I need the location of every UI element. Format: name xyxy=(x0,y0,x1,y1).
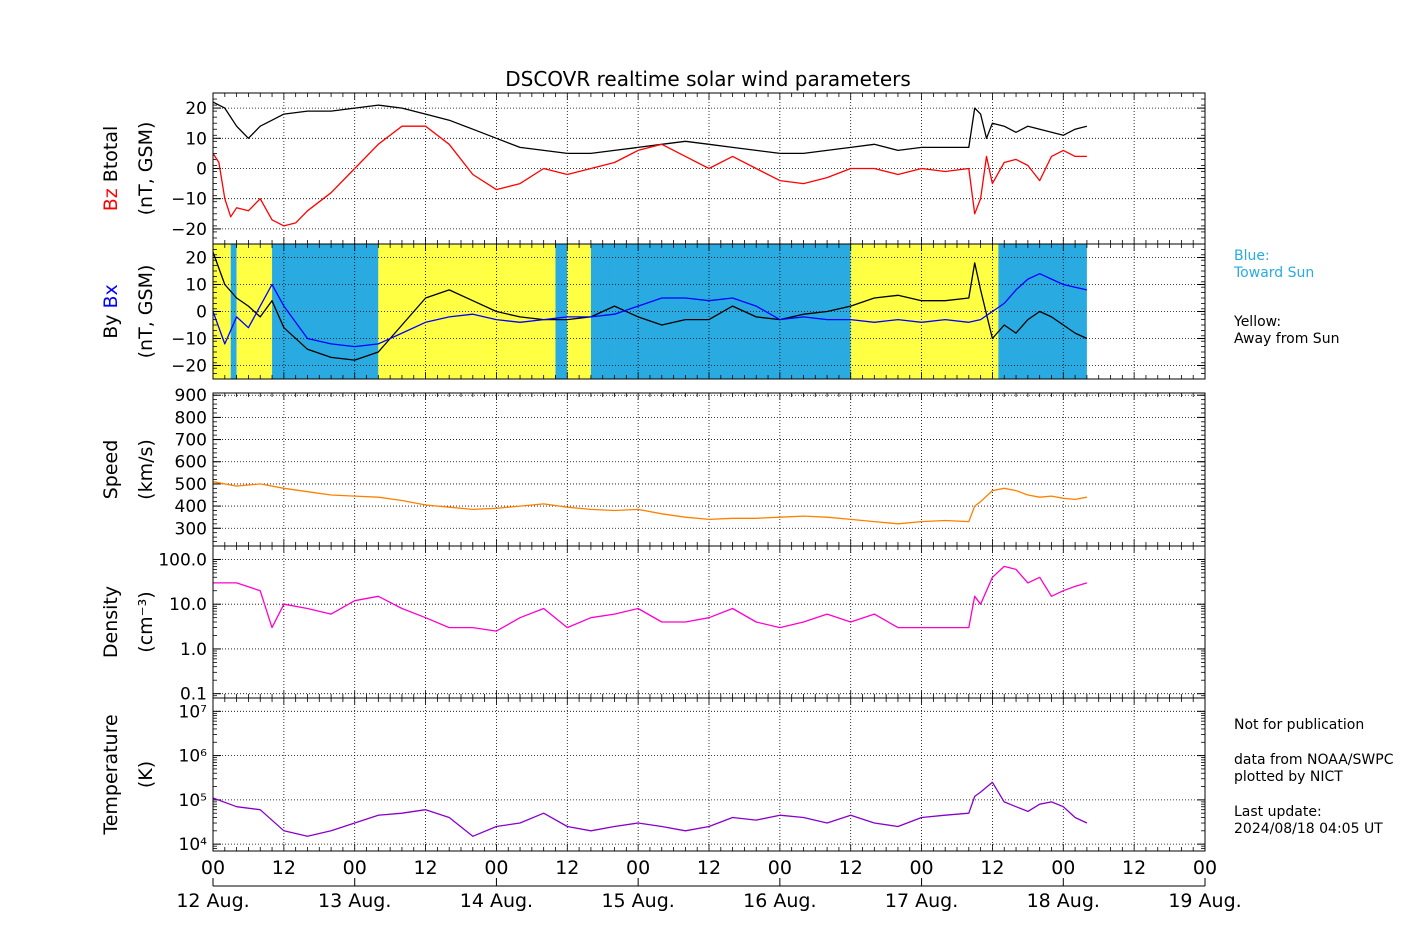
note-data-from: data from NOAA/SWPC xyxy=(1234,752,1394,768)
note-blue-label: Blue: xyxy=(1234,248,1270,264)
panels: −20 −10 0 10 20 Bz Btotal (nT, GSM) −20 −10 0 10 20… xyxy=(100,92,1206,855)
y-tick-label: 300 xyxy=(175,519,207,539)
y-axis-unit: (cm⁻³) xyxy=(135,591,157,652)
y-axis-unit: (km/s) xyxy=(135,439,157,500)
note-not-for-publication: Not for publication xyxy=(1234,717,1365,733)
y-axis-label-part: Btotal xyxy=(100,126,122,189)
x-hour-label: 00 xyxy=(484,857,508,879)
y-axis-label: Density xyxy=(100,586,122,658)
y-axis-unit: (K) xyxy=(135,761,157,788)
x-hour-label: 12 xyxy=(272,857,296,879)
y-tick-label: −10 xyxy=(171,330,207,350)
series-speed xyxy=(212,481,1088,525)
x-date-label: 16 Aug. xyxy=(743,890,816,912)
y-tick-label: −20 xyxy=(171,357,207,377)
x-hour-label: 00 xyxy=(1051,857,1075,879)
y-axis-label-part: Density xyxy=(100,586,122,658)
x-date-label: 12 Aug. xyxy=(176,890,249,912)
y-axis-label-part: Temperature xyxy=(100,714,122,835)
y-axis-label: By Bx xyxy=(100,284,122,339)
y-tick-label: 10⁴ xyxy=(179,835,208,855)
x-date-label: 15 Aug. xyxy=(601,890,674,912)
x-date-label: 19 Aug. xyxy=(1168,890,1241,912)
x-date-label: 14 Aug. xyxy=(460,890,533,912)
panel-temperature: 10⁴ 10⁵ 10⁶ 10⁷ Temperature (K) xyxy=(100,697,1206,855)
series-bz xyxy=(212,125,1087,227)
y-tick-label: 0 xyxy=(196,303,207,323)
y-tick-label: 900 xyxy=(175,386,207,406)
x-date-label: 18 Aug. xyxy=(1027,890,1100,912)
y-axis-label: Temperature xyxy=(100,714,122,835)
y-tick-label: 10 xyxy=(185,276,207,296)
y-axis-unit: (nT, GSM) xyxy=(135,122,157,216)
y-tick-label: 0 xyxy=(196,160,207,180)
y-tick-label: 10.0 xyxy=(169,595,207,615)
x-axis: 00 12 00 12 00 12 00 12 00 12 00 12 00 12 00 12 Aug. 13 … xyxy=(176,857,1241,912)
y-axis-label-part: Bx xyxy=(100,284,122,314)
panel-bxby: −20 −10 0 10 20 By Bx (nT, GSM) xyxy=(100,243,1206,380)
note-last-update: 2024/08/18 04:05 UT xyxy=(1234,821,1383,837)
y-axis-label-part: Bz xyxy=(100,188,122,211)
y-tick-label: 600 xyxy=(175,453,207,473)
series-btotal xyxy=(212,101,1088,155)
series-density xyxy=(213,565,1088,632)
x-hour-label: 12 xyxy=(1122,857,1146,879)
y-axis-label: Speed xyxy=(100,440,122,500)
y-axis-label: Bz Btotal xyxy=(100,126,122,212)
y-tick-label: 100.0 xyxy=(158,550,207,570)
x-hour-label: 12 xyxy=(697,857,721,879)
x-hour-label: 12 xyxy=(413,857,437,879)
y-tick-label: 0.1 xyxy=(180,685,207,705)
y-tick-label: 10⁵ xyxy=(179,791,207,811)
note-last-update-label: Last update: xyxy=(1234,804,1322,820)
panel-frame xyxy=(212,243,1206,380)
note-yellow-label: Yellow: xyxy=(1234,314,1282,330)
series-bx xyxy=(212,273,1088,348)
x-hour-label: 12 xyxy=(980,857,1004,879)
panel-density: 0.1 1.0 10.0 100.0 Density (cm⁻³) xyxy=(100,545,1206,705)
x-hour-label: 00 xyxy=(343,857,367,879)
y-tick-label: 400 xyxy=(175,497,207,517)
panel-btotal: −20 −10 0 10 20 Bz Btotal (nT, GSM) xyxy=(100,92,1206,245)
x-hour-label: 00 xyxy=(1193,857,1217,879)
figure-title: DSCOVR realtime solar wind parameters xyxy=(505,67,911,91)
x-hour-label: 00 xyxy=(909,857,933,879)
y-tick-label: 500 xyxy=(175,475,207,495)
y-tick-label: −10 xyxy=(171,190,207,210)
note-plotted-by: plotted by NICT xyxy=(1234,769,1343,785)
x-hour-label: 00 xyxy=(201,857,225,879)
sector-band-10 xyxy=(998,244,1087,379)
series-by xyxy=(212,251,1088,361)
y-tick-label: −20 xyxy=(171,220,207,240)
x-date-label: 13 Aug. xyxy=(318,890,391,912)
y-tick-label: 20 xyxy=(185,249,207,269)
y-axis-unit: (nT, GSM) xyxy=(135,265,157,359)
x-hour-label: 12 xyxy=(555,857,579,879)
panel-frame xyxy=(212,697,1206,852)
x-hour-label: 12 xyxy=(839,857,863,879)
series-temperature xyxy=(212,781,1088,837)
sector-band-0 xyxy=(213,244,231,379)
note-yellow-desc: Away from Sun xyxy=(1234,331,1340,347)
y-tick-label: 1.0 xyxy=(180,640,207,660)
y-tick-label: 10⁷ xyxy=(179,702,208,722)
x-hour-label: 00 xyxy=(626,857,650,879)
x-hour-label: 00 xyxy=(768,857,792,879)
y-tick-label: 20 xyxy=(185,99,207,119)
y-tick-label: 800 xyxy=(175,408,207,428)
x-date-label: 17 Aug. xyxy=(885,890,958,912)
y-tick-label: 700 xyxy=(175,431,207,451)
y-axis-label-part: Speed xyxy=(100,440,122,500)
panel-frame xyxy=(212,392,1206,547)
y-axis-label-part: By xyxy=(100,315,122,339)
y-tick-label: 10 xyxy=(185,129,207,149)
sector-band-1 xyxy=(230,244,237,379)
y-tick-label: 10⁶ xyxy=(179,747,208,767)
note-blue-desc: Toward Sun xyxy=(1234,265,1315,281)
